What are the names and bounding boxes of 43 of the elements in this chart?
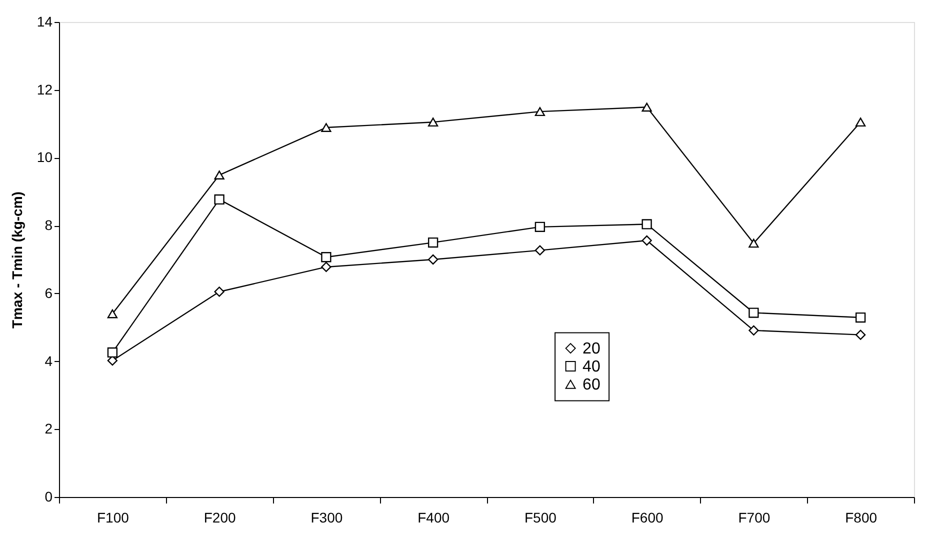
point [642,102,652,112]
y-tick-label: 12 [36,81,53,98]
legend-label: 60 [582,376,600,394]
x-tick-label: F100 [96,510,130,526]
point [107,347,118,358]
x-tick-label: F400 [418,510,450,526]
x-tick-label: F800 [845,510,878,526]
y-tick-label: 0 [44,488,53,504]
point [107,309,118,318]
point [534,222,546,232]
point [428,237,438,248]
x-tick-label: F600 [631,510,664,526]
point [321,252,332,262]
point [534,107,546,116]
point [321,262,332,272]
point [748,325,759,336]
x-tick-label: F200 [204,510,236,526]
x-tick-label: F300 [310,510,343,526]
legend-label: 20 [582,340,600,358]
point [214,286,224,297]
point [321,123,332,132]
y-tick-label: 2 [44,420,53,437]
point [748,308,759,318]
point [855,118,866,127]
point [534,245,546,256]
y-tick-label: 4 [44,352,53,369]
y-tick-label: 14 [36,14,53,30]
point [214,170,224,180]
point [428,118,438,127]
y-tick-label: 8 [44,217,53,234]
point [214,194,224,205]
x-tick-label: F500 [524,510,557,526]
y-tick-label: 10 [36,149,53,166]
legend-label: 40 [582,358,600,376]
x-tick-label: F700 [738,510,770,526]
point [855,312,866,323]
y-axis-title: Tmax - Tmin (kg-cm) [8,192,25,328]
point [642,235,652,246]
point [642,219,652,230]
y-tick-label: 6 [44,284,53,301]
point [748,238,759,248]
point [428,254,438,265]
point [855,330,866,340]
